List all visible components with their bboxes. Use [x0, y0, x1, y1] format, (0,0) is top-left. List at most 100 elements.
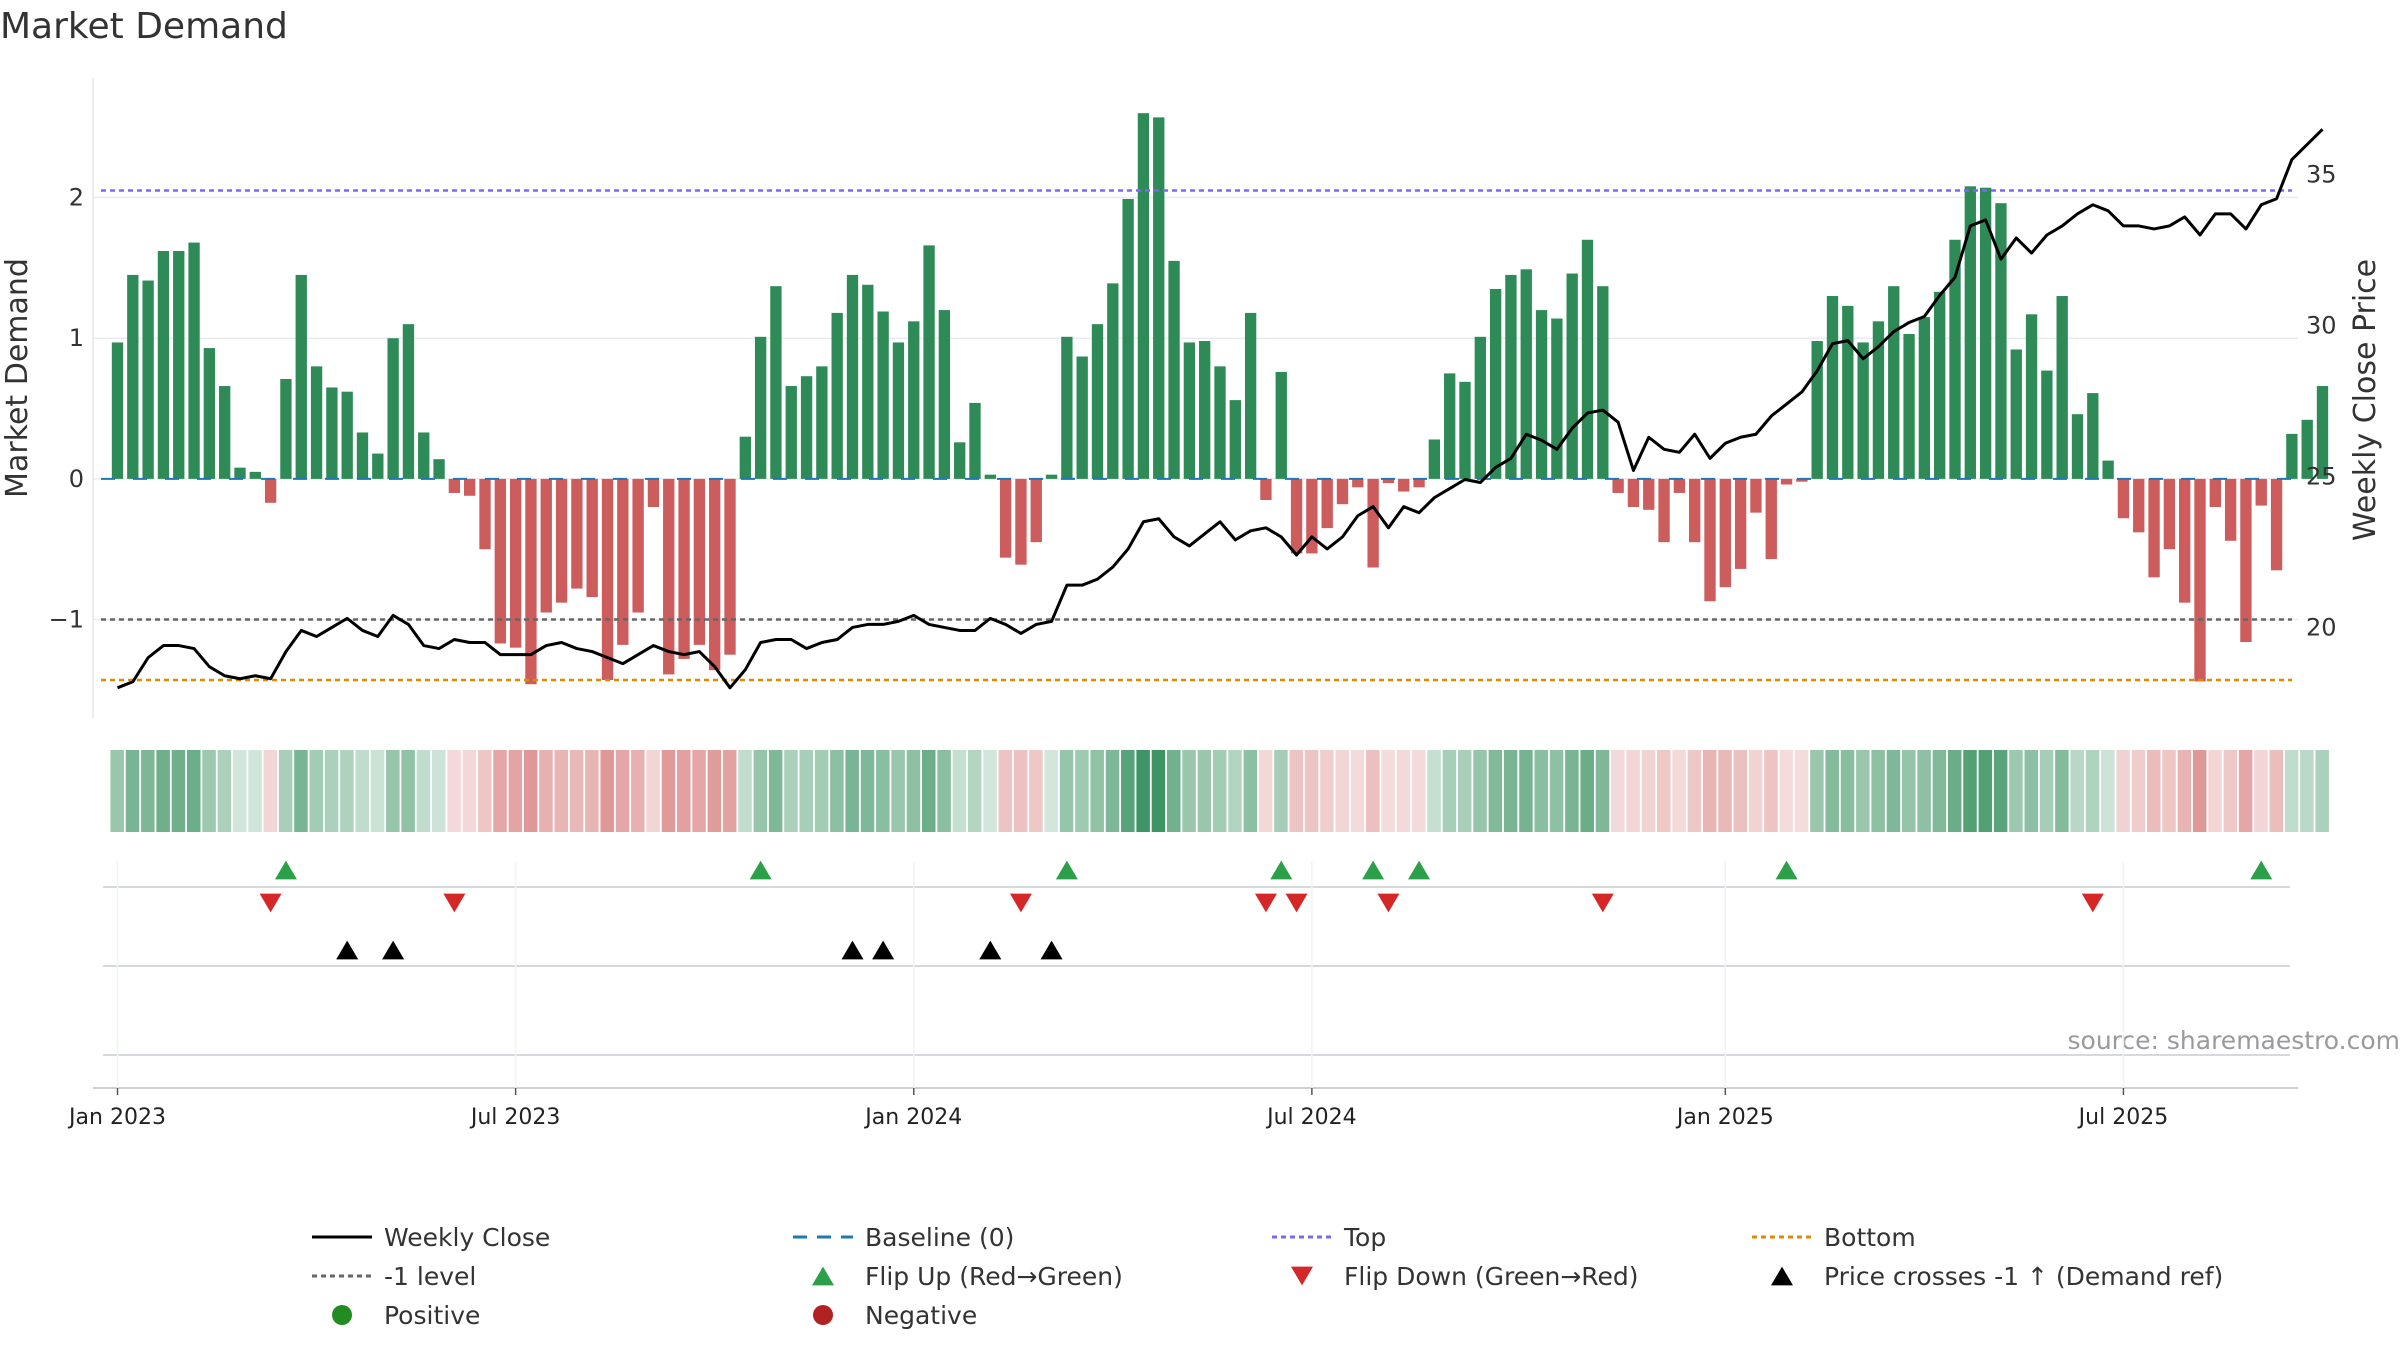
heat-cell [263, 750, 278, 832]
heat-cell [1105, 750, 1120, 832]
legend-swatch-dot [332, 1305, 352, 1325]
demand-bar [1658, 478, 1670, 543]
demand-bar [402, 324, 415, 479]
weekly-close-series [116, 128, 2324, 690]
legend-item: Positive [332, 1301, 480, 1330]
heat-cell [1304, 750, 1319, 832]
heat-cell [2162, 750, 2176, 832]
heat-cell [1947, 750, 1962, 832]
demand-bar [356, 432, 369, 479]
y-right-tick-label: 35 [2306, 161, 2337, 189]
demand-bar [1811, 341, 1823, 479]
demand-bar [678, 478, 690, 659]
heat-cell [462, 750, 477, 832]
heat-cell [1580, 750, 1594, 832]
heat-cell [2009, 750, 2023, 832]
demand-bar [816, 366, 828, 479]
demand-bar [2087, 393, 2099, 479]
demand-bar [1137, 113, 1150, 479]
heat-cell [1886, 750, 1901, 832]
legend-label: Baseline (0) [865, 1223, 1014, 1252]
demand-bar [1428, 439, 1441, 479]
flip-down-marker [1377, 893, 1400, 913]
demand-bar [1444, 373, 1456, 479]
demand-bar [770, 286, 782, 479]
heat-cell [1427, 750, 1441, 832]
heat-cell [416, 750, 431, 832]
demand-bar [1336, 478, 1349, 505]
heat-cell [2269, 750, 2284, 832]
demand-bar [1045, 474, 1058, 479]
heat-cell [477, 750, 492, 832]
x-tick-label: Jul 2025 [2077, 1105, 2169, 1130]
flip-down-marker [2081, 893, 2104, 913]
heat-cell [600, 750, 614, 832]
heat-cell [937, 750, 951, 832]
heat-cell [952, 750, 967, 832]
legend-item: Negative [813, 1301, 977, 1330]
heat-cell [248, 750, 262, 832]
heat-cell [784, 750, 798, 832]
demand-bar [1979, 187, 1992, 479]
heat-cell [1274, 750, 1288, 832]
heat-cell [110, 750, 124, 832]
y-left-tick-label: −1 [49, 606, 84, 634]
heat-cell [187, 750, 201, 832]
demand-bar [1260, 478, 1272, 500]
price-cross-marker [1040, 940, 1063, 960]
x-tick-label: Jan 2025 [1675, 1105, 1774, 1130]
heat-cell [1029, 750, 1043, 832]
demand-bar [280, 379, 292, 479]
heat-cell [1748, 750, 1763, 832]
heat-cell [324, 750, 339, 832]
demand-bar [1551, 318, 1563, 479]
demand-bar [1535, 310, 1548, 479]
heat-cell [799, 750, 814, 832]
demand-bar [1183, 342, 1196, 479]
heat-cell [2147, 750, 2161, 832]
heat-cell [983, 750, 997, 832]
heat-cell [876, 750, 890, 832]
price-cross-marker [336, 940, 359, 960]
demand-bar [1903, 334, 1915, 479]
demand-bar [387, 338, 399, 479]
demand-bar [1627, 478, 1640, 508]
demand-bar [617, 478, 629, 645]
x-tick-label: Jan 2023 [67, 1105, 166, 1130]
heat-cell [2192, 750, 2207, 832]
heat-cell [1289, 750, 1304, 832]
demand-bar [2286, 433, 2298, 479]
legend-item: Weekly Close [312, 1223, 550, 1252]
demand-bar [111, 342, 124, 479]
demand-bar [1581, 239, 1594, 479]
heat-cell [1197, 750, 1212, 832]
demand-bar [555, 478, 568, 603]
heat-cell [125, 750, 140, 832]
demand-bar [1367, 478, 1379, 568]
price-cross-marker [841, 940, 864, 960]
demand-bar [1734, 478, 1747, 569]
demand-bars [111, 113, 2329, 685]
heat-cell [967, 750, 982, 832]
heat-cell [554, 750, 569, 832]
heat-cell [1488, 750, 1503, 832]
demand-bar [2240, 478, 2252, 643]
demand-bar [2102, 460, 2114, 479]
legend-swatch-triangle-up [812, 1266, 834, 1286]
demand-bar [219, 386, 231, 479]
weekly-close-line [116, 128, 2324, 690]
demand-bar [1995, 203, 2007, 479]
demand-bar [1750, 478, 1762, 513]
demand-bar [724, 478, 736, 655]
demand-bar [1091, 324, 1104, 479]
heat-cell [202, 750, 216, 832]
demand-bar [2255, 478, 2267, 506]
demand-bar [1704, 478, 1716, 602]
demand-bar [2163, 478, 2176, 550]
heat-cell [1473, 750, 1487, 832]
demand-bar [908, 321, 920, 479]
heat-cell [1595, 750, 1610, 832]
demand-bar [1888, 286, 1900, 479]
demand-bar [295, 274, 307, 479]
heat-cell [722, 750, 737, 832]
